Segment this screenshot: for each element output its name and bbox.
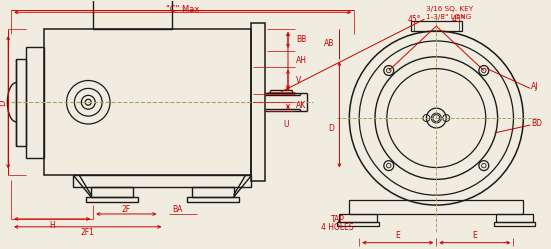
Text: 3/16 SQ. KEY: 3/16 SQ. KEY (426, 6, 473, 12)
Text: 1-3/8" LONG: 1-3/8" LONG (426, 14, 472, 20)
Bar (192, 187, 234, 197)
Bar (337, 222, 379, 226)
Bar (16, 59, 26, 146)
Bar (73, 175, 251, 187)
Text: BD: BD (531, 119, 542, 127)
Text: 2F1: 2F1 (81, 228, 95, 237)
Text: D: D (328, 124, 334, 133)
Bar (187, 197, 239, 202)
Text: U: U (283, 120, 289, 128)
Bar (87, 197, 138, 202)
Text: AB: AB (324, 39, 334, 48)
Bar (91, 187, 133, 197)
Bar (410, 21, 462, 31)
Text: 45°: 45° (408, 15, 422, 24)
Bar (339, 214, 377, 222)
Text: TAP: TAP (331, 215, 344, 224)
Text: V: V (296, 76, 301, 85)
Text: 4 HOLES: 4 HOLES (321, 223, 354, 232)
Bar (496, 214, 533, 222)
Bar (44, 29, 251, 175)
Text: D: D (0, 99, 7, 106)
Text: AJ: AJ (531, 82, 539, 91)
Text: BA: BA (172, 204, 182, 214)
Bar (494, 222, 535, 226)
Text: 2F: 2F (122, 204, 131, 214)
Text: E: E (473, 231, 477, 240)
Text: E: E (396, 231, 400, 240)
Text: 45°: 45° (451, 15, 465, 24)
Bar (251, 23, 265, 181)
Text: H: H (49, 221, 55, 230)
Text: AH: AH (296, 56, 307, 65)
Bar (93, 0, 172, 29)
Bar (26, 47, 44, 158)
Text: AK: AK (296, 101, 306, 110)
Text: "C" Max: "C" Max (166, 5, 199, 14)
Bar (349, 200, 523, 214)
Text: BB: BB (296, 35, 306, 45)
